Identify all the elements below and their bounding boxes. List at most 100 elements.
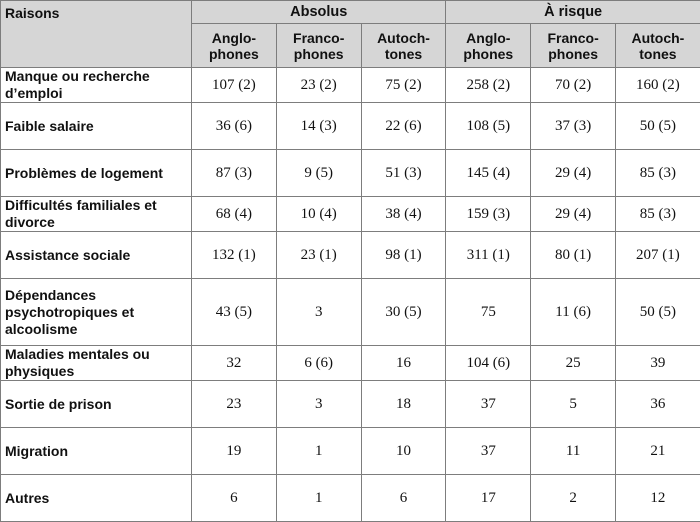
column-header-line: Autoch-: [631, 30, 684, 46]
value-cell: 1: [276, 428, 361, 475]
column-header-line: Autoch-: [377, 30, 430, 46]
value-cell: 80 (1): [531, 232, 616, 279]
value-cell: 104 (6): [446, 346, 531, 381]
column-header-line: Anglo-: [212, 30, 256, 46]
value-cell: 311 (1): [446, 232, 531, 279]
value-cell: 37: [446, 428, 531, 475]
column-header-line: phones: [548, 46, 598, 62]
value-cell: 10 (4): [276, 197, 361, 232]
value-cell: 38 (4): [361, 197, 446, 232]
value-cell: 85 (3): [616, 150, 700, 197]
reason-label-line: alcoolisme: [5, 321, 77, 337]
column-header-line: phones: [209, 46, 259, 62]
value-cell: 19: [192, 428, 277, 475]
value-cell: 207 (1): [616, 232, 700, 279]
value-cell: 107 (2): [192, 68, 277, 103]
value-cell: 70 (2): [531, 68, 616, 103]
group-header-a-risque: À risque: [446, 1, 700, 24]
value-cell: 22 (6): [361, 103, 446, 150]
value-cell: 6: [361, 475, 446, 522]
value-cell: 75 (2): [361, 68, 446, 103]
value-cell: 98 (1): [361, 232, 446, 279]
value-cell: 75: [446, 279, 531, 346]
value-cell: 132 (1): [192, 232, 277, 279]
column-header: Autoch-tones: [361, 24, 446, 68]
value-cell: 43 (5): [192, 279, 277, 346]
value-cell: 51 (3): [361, 150, 446, 197]
value-cell: 68 (4): [192, 197, 277, 232]
reason-cell: Sortie de prison: [1, 381, 192, 428]
value-cell: 11 (6): [531, 279, 616, 346]
value-cell: 108 (5): [446, 103, 531, 150]
value-cell: 17: [446, 475, 531, 522]
group-header-absolus: Absolus: [192, 1, 446, 24]
value-cell: 11: [531, 428, 616, 475]
reason-label-line: Sortie de prison: [5, 396, 112, 412]
column-header-line: phones: [463, 46, 513, 62]
value-cell: 6 (6): [276, 346, 361, 381]
reason-label-line: psychotropiques et: [5, 304, 134, 320]
value-cell: 23 (1): [276, 232, 361, 279]
value-cell: 16: [361, 346, 446, 381]
value-cell: 50 (5): [616, 279, 700, 346]
value-cell: 160 (2): [616, 68, 700, 103]
value-cell: 39: [616, 346, 700, 381]
column-header-line: phones: [294, 46, 344, 62]
reason-label-line: divorce: [5, 214, 55, 230]
value-cell: 36 (6): [192, 103, 277, 150]
column-header: Franco-phones: [531, 24, 616, 68]
value-cell: 23: [192, 381, 277, 428]
value-cell: 37: [446, 381, 531, 428]
value-cell: 25: [531, 346, 616, 381]
value-cell: 30 (5): [361, 279, 446, 346]
value-cell: 14 (3): [276, 103, 361, 150]
column-header-line: Franco-: [293, 30, 344, 46]
value-cell: 159 (3): [446, 197, 531, 232]
value-cell: 85 (3): [616, 197, 700, 232]
column-header-line: Franco-: [547, 30, 598, 46]
value-cell: 5: [531, 381, 616, 428]
value-cell: 3: [276, 279, 361, 346]
reason-cell: Problèmes de logement: [1, 150, 192, 197]
value-cell: 9 (5): [276, 150, 361, 197]
reason-label-line: Faible salaire: [5, 118, 94, 134]
column-header-line: tones: [639, 46, 676, 62]
reason-label-line: Maladies mentales ou: [5, 346, 150, 362]
value-cell: 3: [276, 381, 361, 428]
value-cell: 29 (4): [531, 197, 616, 232]
column-header-line: Anglo-: [466, 30, 510, 46]
value-cell: 21: [616, 428, 700, 475]
value-cell: 37 (3): [531, 103, 616, 150]
value-cell: 87 (3): [192, 150, 277, 197]
reason-cell: Assistance sociale: [1, 232, 192, 279]
column-header: Anglo-phones: [192, 24, 277, 68]
reason-label-line: Problèmes de logement: [5, 165, 163, 181]
value-cell: 2: [531, 475, 616, 522]
reason-label-line: Dépendances: [5, 287, 96, 303]
value-cell: 18: [361, 381, 446, 428]
value-cell: 36: [616, 381, 700, 428]
column-header-line: tones: [385, 46, 422, 62]
reason-label-line: Difficultés familiales et: [5, 197, 157, 213]
reason-label-line: Manque ou recherche: [5, 68, 150, 84]
value-cell: 10: [361, 428, 446, 475]
value-cell: 145 (4): [446, 150, 531, 197]
value-cell: 12: [616, 475, 700, 522]
reason-label-line: d’emploi: [5, 85, 63, 101]
column-header: Anglo-phones: [446, 24, 531, 68]
